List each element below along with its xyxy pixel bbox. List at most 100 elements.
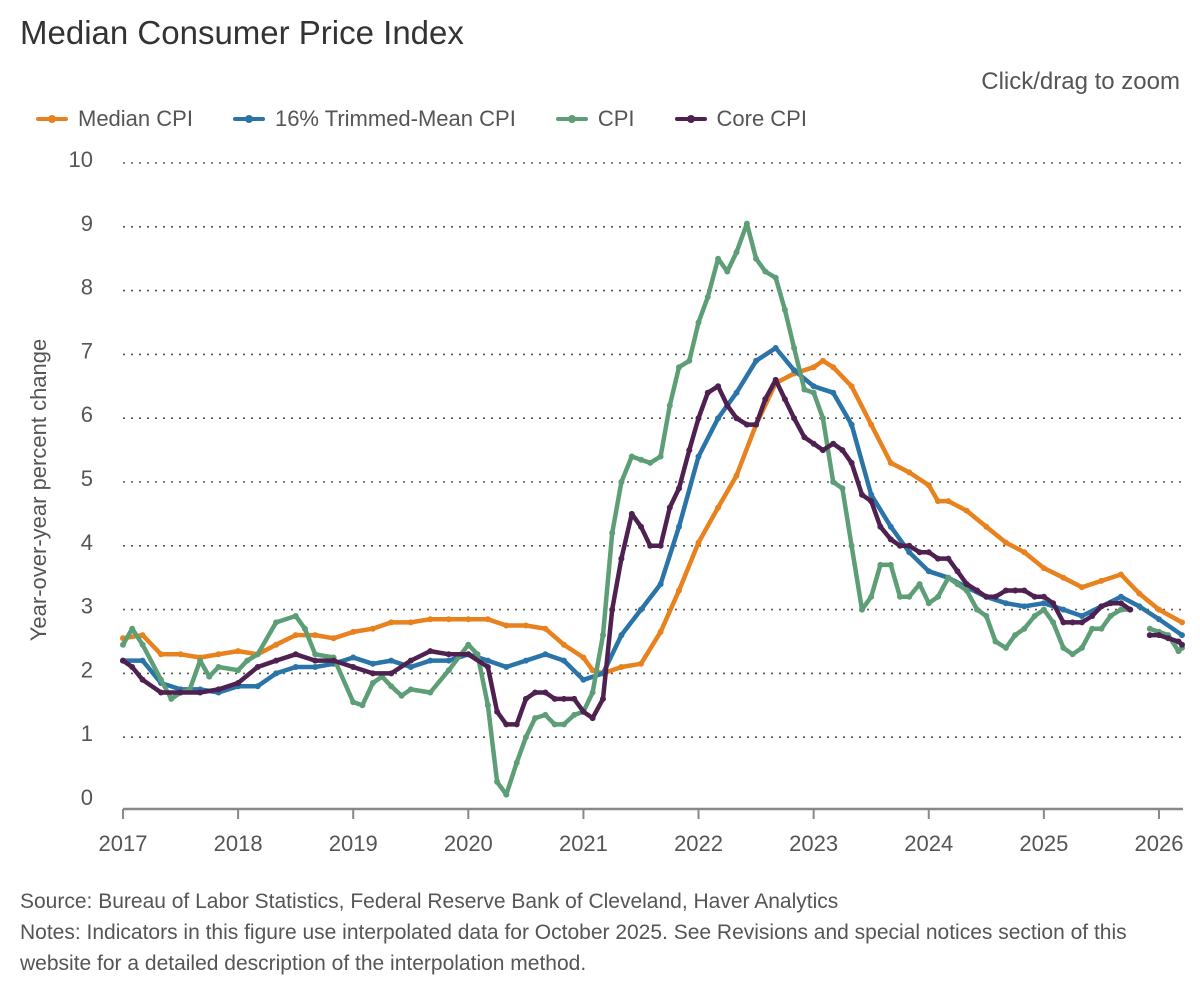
data-point-core-cpi[interactable] [887,536,894,543]
data-point-16-trimmed-mean-cpi[interactable] [906,549,913,556]
data-point-median-cpi[interactable] [235,648,242,655]
legend-item-median-cpi[interactable]: Median CPI [36,106,193,132]
data-point-core-cpi[interactable] [129,664,136,670]
data-point-cpi[interactable] [1089,625,1096,632]
data-point-core-cpi[interactable] [1127,606,1134,613]
data-point-median-cpi[interactable] [1060,574,1067,581]
data-point-cpi[interactable] [925,600,932,607]
data-point-cpi[interactable] [301,625,308,632]
data-point-cpi[interactable] [312,651,319,658]
data-point-cpi[interactable] [158,676,164,683]
data-point-cpi[interactable] [704,294,711,300]
data-point-core-cpi[interactable] [954,568,961,575]
data-point-median-cpi[interactable] [465,616,472,623]
data-point-cpi[interactable] [676,364,682,371]
data-point-core-cpi[interactable] [522,695,529,702]
data-point-cpi[interactable] [983,613,990,619]
data-point-core-cpi[interactable] [801,434,808,441]
data-point-core-cpi[interactable] [1021,587,1028,594]
data-point-median-cpi[interactable] [427,616,434,623]
data-point-core-cpi[interactable] [724,402,731,409]
data-point-median-cpi[interactable] [273,641,280,648]
data-point-median-cpi[interactable] [312,632,319,639]
data-point-median-cpi[interactable] [542,625,549,632]
data-point-16-trimmed-mean-cpi[interactable] [1078,613,1085,619]
data-point-core-cpi[interactable] [1069,619,1076,626]
data-point-core-cpi[interactable] [791,415,798,422]
data-point-16-trimmed-mean-cpi[interactable] [1136,603,1143,610]
data-point-core-cpi[interactable] [407,657,414,664]
data-point-core-cpi[interactable] [830,440,837,447]
data-point-cpi[interactable] [1021,625,1028,632]
data-point-16-trimmed-mean-cpi[interactable] [618,632,625,639]
data-point-16-trimmed-mean-cpi[interactable] [522,657,529,664]
data-point-median-cpi[interactable] [1136,590,1143,597]
data-point-cpi[interactable] [1031,613,1038,619]
data-point-core-cpi[interactable] [1156,632,1162,639]
legend-item-trimmed-mean-cpi[interactable]: 16% Trimmed-Mean CPI [232,106,516,132]
data-point-core-cpi[interactable] [983,593,990,600]
data-point-cpi[interactable] [398,692,405,699]
data-point-cpi[interactable] [494,778,501,785]
data-point-core-cpi[interactable] [676,485,682,492]
data-point-cpi[interactable] [819,415,826,422]
chart-plot[interactable]: 0 1 2 3 4 5 6 7 8 9 10 2017 2018 2019 2020 2021 2022 202… [0,0,1200,880]
data-point-cpi[interactable] [484,702,491,709]
data-point-core-cpi[interactable] [733,415,740,422]
data-point-median-cpi[interactable] [407,619,414,626]
data-point-median-cpi[interactable] [810,364,817,371]
data-point-core-cpi[interactable] [1107,600,1114,607]
data-point-cpi[interactable] [810,389,817,396]
data-point-core-cpi[interactable] [638,523,644,530]
data-point-cpi[interactable] [753,255,760,262]
data-point-core-cpi[interactable] [704,389,711,396]
data-point-cpi[interactable] [369,680,376,686]
data-point-core-cpi[interactable] [906,542,913,549]
data-point-core-cpi[interactable] [158,689,164,696]
data-point-cpi[interactable] [407,686,414,693]
data-point-core-cpi[interactable] [139,676,146,683]
data-point-cpi[interactable] [647,459,654,466]
data-point-cpi[interactable] [168,695,175,702]
data-point-median-cpi[interactable] [983,523,990,530]
data-point-cpi[interactable] [542,711,549,718]
data-point-cpi[interactable] [628,453,635,460]
data-point-median-cpi[interactable] [215,651,222,658]
data-point-core-cpi[interactable] [388,670,395,677]
data-point-cpi[interactable] [445,667,452,674]
data-point-core-cpi[interactable] [1078,619,1085,626]
data-point-core-cpi[interactable] [1098,603,1105,610]
data-point-core-cpi[interactable] [810,440,817,447]
data-point-16-trimmed-mean-cpi[interactable] [868,491,875,498]
data-point-cpi[interactable] [1078,644,1085,651]
data-point-core-cpi[interactable] [762,396,769,403]
data-point-16-trimmed-mean-cpi[interactable] [580,676,587,683]
data-point-median-cpi[interactable] [945,498,952,505]
data-point-core-cpi[interactable] [1089,613,1096,619]
data-point-cpi[interactable] [1146,625,1153,632]
data-point-cpi[interactable] [848,542,855,549]
data-point-core-cpi[interactable] [695,415,702,422]
data-point-cpi[interactable] [859,606,865,613]
legend-item-cpi[interactable]: CPI [555,106,635,132]
data-point-core-cpi[interactable] [666,504,673,511]
data-point-core-cpi[interactable] [1165,635,1172,642]
data-point-median-cpi[interactable] [848,383,855,390]
data-point-16-trimmed-mean-cpi[interactable] [695,453,702,460]
data-point-cpi[interactable] [877,561,884,568]
data-point-cpi[interactable] [945,574,952,581]
data-point-16-trimmed-mean-cpi[interactable] [1002,600,1009,607]
data-point-median-cpi[interactable] [1098,577,1105,584]
data-point-16-trimmed-mean-cpi[interactable] [312,664,319,670]
data-point-core-cpi[interactable] [992,593,999,600]
data-point-median-cpi[interactable] [445,616,452,623]
data-point-median-cpi[interactable] [330,635,337,642]
data-point-core-cpi[interactable] [600,695,606,702]
data-point-core-cpi[interactable] [657,542,664,549]
data-point-16-trimmed-mean-cpi[interactable] [657,581,664,588]
data-point-cpi[interactable] [954,581,961,588]
data-point-core-cpi[interactable] [551,695,558,702]
data-point-core-cpi[interactable] [963,581,970,588]
data-point-cpi[interactable] [801,386,808,393]
data-point-cpi[interactable] [609,530,616,536]
